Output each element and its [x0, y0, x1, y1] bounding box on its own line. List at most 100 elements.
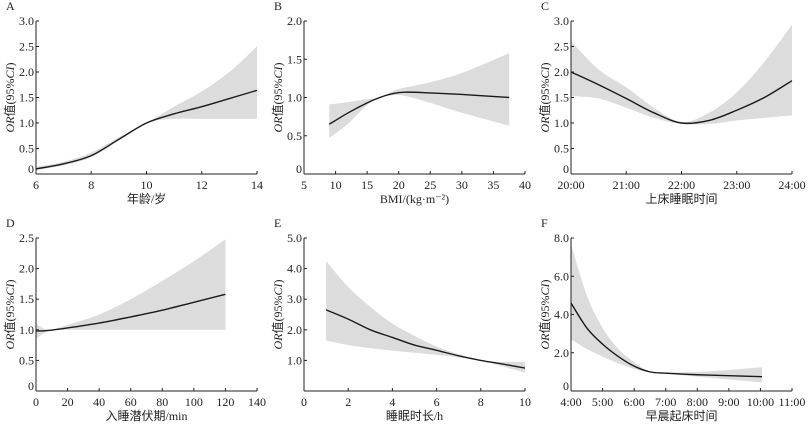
y-tick-label: 4.0	[554, 308, 569, 322]
x-tick-label: 23:00	[723, 178, 750, 192]
x-tick-label: 10	[141, 178, 153, 192]
panel-c: C 20:00 21:00 22:00 23:00 24:00 0 0.5 1.0 1.5 2.0 2…	[537, 0, 806, 206]
y-tick-label: 6.0	[554, 269, 569, 283]
x-tick-label: 22:00	[668, 178, 695, 192]
y-axis-label: OR值(95%CI)	[2, 63, 17, 133]
or-curve	[35, 89, 258, 170]
y-axis-label-part: OR	[538, 333, 552, 350]
x-tick-label: 5:00	[592, 395, 613, 409]
y-tick-label: 2.0	[554, 65, 569, 79]
y-tick-label: 4.0	[287, 262, 302, 276]
y-axis-label-part: )	[3, 63, 17, 67]
x-axis-label: BMI/(kg·m⁻²)	[380, 192, 449, 206]
y-tick-label: 2.0	[287, 323, 302, 337]
y-tick-label: 3.0	[19, 14, 34, 28]
y-axis-label-part: 值(95%	[537, 79, 552, 117]
x-tick-label: 10:00	[747, 395, 774, 409]
x-tick-label: 35	[487, 178, 499, 192]
y-axis-label-part: OR	[3, 333, 17, 350]
or-curve	[570, 71, 793, 125]
x-tick-label: 4	[389, 395, 395, 409]
x-axis-label: 睡眠时长/h	[386, 409, 443, 423]
panel-letter: C	[541, 0, 549, 13]
y-axis-label-part: 值(95%	[270, 79, 285, 117]
y-axis-label-part: OR	[3, 116, 17, 133]
x-tick-label: 2	[345, 395, 351, 409]
y-axis-label-part: CI	[271, 282, 285, 295]
x-tick-label: 8	[88, 178, 94, 192]
x-tick-label: 120	[216, 395, 234, 409]
y-tick-label: 0.5	[19, 142, 34, 156]
y-axis-label-part: OR	[538, 116, 552, 133]
or-curve	[328, 91, 510, 125]
y-axis-label-part: )	[271, 63, 285, 67]
x-axis-label: 年龄/岁	[127, 191, 166, 206]
panel-b: B 5 10 15 20 25 30 35 40 0 0.5 1.0 1.5 2.0 BMI/(kg·m⁻²…	[270, 0, 531, 206]
y-axis-label-part: CI	[3, 65, 17, 78]
y-axis-label-part: )	[3, 280, 17, 284]
y-axis-label-part: CI	[271, 65, 285, 78]
x-tick-label: 140	[248, 395, 266, 409]
y-tick-label: 2.0	[19, 262, 34, 276]
panel-letter: A	[6, 0, 15, 13]
confidence-band	[571, 243, 763, 383]
x-tick-label: 6:00	[623, 395, 644, 409]
y-tick-label: 1.5	[287, 52, 302, 66]
confidence-band	[571, 24, 792, 125]
x-axis-label: 上床睡眠时间	[645, 192, 717, 206]
x-tick-label: 80	[156, 395, 168, 409]
y-tick-label: 1.0	[19, 323, 34, 337]
x-tick-label: 0	[33, 395, 39, 409]
y-axis-label-part: 值(95%	[270, 296, 285, 334]
y-axis-label: OR值(95%CI)	[537, 63, 552, 133]
x-axis-label: 入睡潜伏期/min	[105, 409, 187, 423]
y-tick-label: 0.5	[287, 129, 302, 143]
y-tick-label: 1.5	[554, 91, 569, 105]
y-tick-label: 0	[563, 162, 569, 176]
y-tick-label: 2.0	[554, 346, 569, 360]
or-curve	[570, 302, 763, 378]
x-tick-label: 6	[434, 395, 440, 409]
or-curve	[325, 309, 526, 369]
y-tick-label: 2.5	[19, 40, 34, 54]
y-axis-label-part: 值(95%	[537, 296, 552, 334]
x-tick-label: 40	[519, 178, 531, 192]
x-tick-label: 21:00	[613, 178, 640, 192]
y-tick-label: 1.0	[287, 91, 302, 105]
x-tick-label: 24:00	[778, 178, 805, 192]
x-tick-label: 4:00	[560, 395, 581, 409]
x-tick-label: 25	[424, 178, 436, 192]
y-tick-label: 2.5	[19, 231, 34, 245]
y-axis-label-part: CI	[538, 65, 552, 78]
y-axis-label-part: 值(95%	[2, 79, 17, 117]
y-tick-label: 3.0	[287, 292, 302, 306]
y-tick-label: 0.5	[19, 353, 34, 367]
panel-d: D 0 20 40 60 80 100 120 140 0 0.5 1.0 1.5 2.0 2.5 入睡潜伏期…	[2, 216, 266, 423]
y-tick-label: 1.0	[554, 116, 569, 130]
y-tick-label: 1.0	[19, 116, 34, 130]
y-axis-label: OR值(95%CI)	[270, 280, 285, 350]
panel-letter: F	[541, 216, 548, 230]
x-tick-label: 8:00	[687, 395, 708, 409]
x-tick-label: 8	[478, 395, 484, 409]
y-tick-label: 0	[296, 162, 302, 176]
y-axis-label-part: CI	[538, 282, 552, 295]
y-tick-label: 1.5	[19, 292, 34, 306]
y-axis-label-part: CI	[3, 282, 17, 295]
y-tick-label: 2.0	[19, 65, 34, 79]
y-tick-label: 5.0	[287, 231, 302, 245]
x-tick-label: 20	[393, 178, 405, 192]
x-tick-label: 60	[125, 395, 137, 409]
x-tick-label: 20	[62, 395, 74, 409]
y-tick-label: 0.5	[554, 142, 569, 156]
x-axis-label: 早晨起床时间	[645, 409, 717, 423]
y-tick-label: 3.0	[554, 14, 569, 28]
confidence-band	[36, 46, 257, 170]
x-tick-label: 10	[330, 178, 342, 192]
y-axis-label-part: 值(95%	[2, 296, 17, 334]
x-tick-label: 20:00	[557, 178, 584, 192]
y-axis-label: OR值(95%CI)	[537, 280, 552, 350]
x-tick-label: 9:00	[718, 395, 739, 409]
y-axis-label-part: )	[538, 280, 552, 284]
